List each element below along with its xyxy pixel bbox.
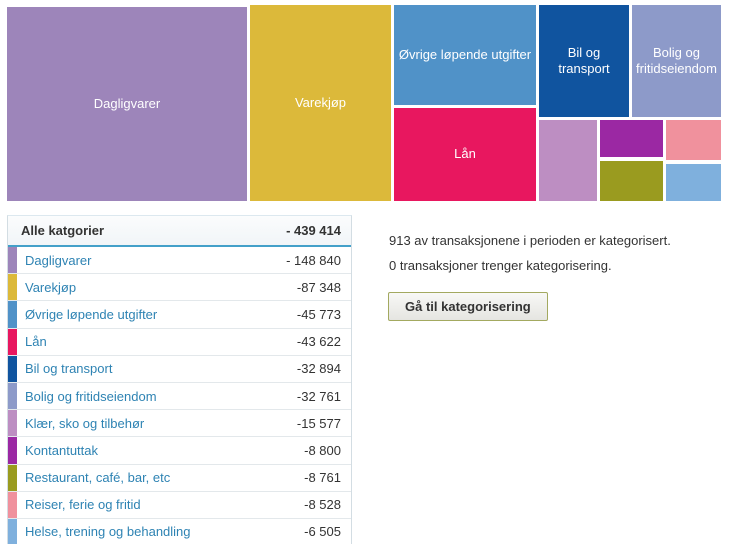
- category-amount: -43 622: [296, 334, 341, 350]
- category-link[interactable]: Restaurant, café, bar, etc: [25, 470, 171, 486]
- table-header-row: Alle katgorier - 439 414: [8, 216, 351, 247]
- category-row: Lån -43 622: [8, 328, 351, 356]
- treemap-block-kontantuttak[interactable]: [600, 120, 663, 157]
- treemap-block-bolig-og-fritidseiendom[interactable]: Bolig og fritidseiendom: [632, 5, 721, 117]
- category-amount: -6 505: [304, 524, 341, 540]
- category-color-swatch: [8, 382, 17, 410]
- category-link[interactable]: Varekjøp: [25, 279, 77, 295]
- treemap-block-label: Varekjøp: [294, 94, 347, 110]
- category-amount: -15 577: [296, 415, 341, 431]
- treemap-block-helse-trening-og-behandling[interactable]: [666, 164, 721, 201]
- treemap-block-label: Bil og transport: [558, 44, 610, 76]
- category-amount: -45 773: [296, 306, 341, 322]
- category-color-swatch: [8, 328, 17, 355]
- category-color-swatch: [8, 410, 17, 437]
- category-row: Bolig og fritidseiendom -32 761: [8, 382, 351, 411]
- category-row: Reiser, ferie og fritid -8 528: [8, 491, 351, 519]
- category-color-swatch: [8, 464, 17, 491]
- category-link[interactable]: Bolig og fritidseiendom: [25, 388, 157, 404]
- go-to-categorization-button[interactable]: Gå til kategorisering: [388, 292, 548, 321]
- category-amount: -8 800: [304, 442, 341, 458]
- category-amount: -32 894: [296, 361, 341, 377]
- treemap-block-ovrige-lopende-utgifter[interactable]: Øvrige løpende utgifter: [394, 5, 536, 105]
- treemap-block-klaer-sko-og-tilbehor[interactable]: [539, 120, 597, 201]
- category-amount: - 148 840: [286, 252, 341, 268]
- category-color-swatch: [8, 518, 17, 544]
- category-row: Kontantuttak -8 800: [8, 437, 351, 465]
- category-link[interactable]: Øvrige løpende utgifter: [25, 306, 158, 322]
- category-link[interactable]: Kontantuttak: [25, 442, 98, 458]
- treemap-block-label: Dagligvarer: [93, 95, 161, 111]
- category-row: Bil og transport -32 894: [8, 355, 351, 383]
- category-row: Øvrige løpende utgifter -45 773: [8, 301, 351, 329]
- treemap-block-bil-og-transport[interactable]: Bil og transport: [539, 5, 629, 117]
- category-row: Helse, trening og behandling -6 505: [8, 518, 351, 544]
- treemap-block-reiser-ferie-og-fritid[interactable]: [666, 120, 721, 160]
- category-link[interactable]: Dagligvarer: [25, 252, 92, 268]
- category-row: Dagligvarer - 148 840: [8, 247, 351, 275]
- treemap-block-restaurant-cafe-bar-etc[interactable]: [600, 161, 663, 201]
- category-link[interactable]: Lån: [25, 334, 47, 350]
- category-link[interactable]: Helse, trening og behandling: [25, 524, 191, 540]
- category-color-swatch: [8, 301, 17, 328]
- table-header-label: Alle katgorier: [21, 223, 105, 238]
- treemap-block-dagligvarer[interactable]: Dagligvarer: [7, 7, 247, 201]
- categorized-count-text: 913 av transaksjonene i perioden er kate…: [389, 233, 671, 248]
- category-amount: -8 528: [304, 497, 341, 513]
- category-link[interactable]: Reiser, ferie og fritid: [25, 497, 141, 513]
- category-link[interactable]: Bil og transport: [25, 361, 113, 377]
- category-row: Restaurant, café, bar, etc -8 761: [8, 464, 351, 492]
- category-amount: -32 761: [296, 388, 341, 404]
- treemap-block-label: Øvrige løpende utgifter: [398, 46, 532, 62]
- category-table-body: Dagligvarer - 148 840 Varekjøp -87 348 Øvrig…: [8, 247, 351, 544]
- treemap-block-label: Bolig og fritidseiendom: [636, 44, 717, 76]
- table-header-amount: - 439 414: [286, 223, 341, 238]
- category-amount: -87 348: [296, 279, 341, 295]
- category-row: Klær, sko og tilbehør -15 577: [8, 410, 351, 438]
- category-table: Alle katgorier - 439 414 Dagligvarer - 14…: [7, 215, 352, 544]
- treemap-block-label: Lån: [454, 146, 476, 162]
- needs-categorization-text: 0 transaksjoner trenger kategorisering.: [389, 258, 612, 273]
- treemap-block-laan[interactable]: Lån: [394, 108, 536, 201]
- category-row: Varekjøp -87 348: [8, 274, 351, 302]
- category-color-swatch: [8, 274, 17, 301]
- category-color-swatch: [8, 247, 17, 274]
- category-color-swatch: [8, 437, 17, 464]
- category-link[interactable]: Klær, sko og tilbehør: [25, 415, 145, 431]
- category-amount: -8 761: [304, 470, 341, 486]
- category-color-swatch: [8, 355, 17, 382]
- category-color-swatch: [8, 491, 17, 518]
- treemap-block-varekjop[interactable]: Varekjøp: [250, 5, 391, 201]
